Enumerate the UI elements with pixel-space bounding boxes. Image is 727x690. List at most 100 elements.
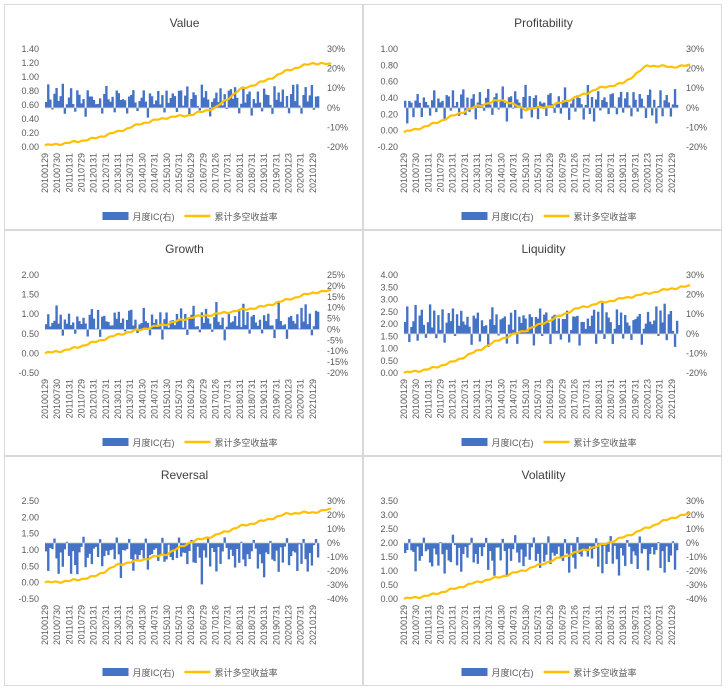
ic-bar [231,98,235,108]
ic-bar [518,102,521,108]
x-tick-label: 20200731 [655,153,665,193]
ic-bar [252,99,255,108]
chart-title: Value [170,16,200,30]
ic-bar [570,330,573,334]
cumulative-return-line [44,288,332,355]
x-tick-label: 20120131 [448,153,458,193]
ic-bar [258,319,262,330]
ic-bar [235,97,239,108]
x-tick-label: 20200123 [643,379,653,419]
x-tick-label: 20200731 [296,605,306,645]
ic-bar [86,90,89,108]
ic-bar [567,543,571,573]
ic-bar [657,105,660,108]
ic-bar [76,316,79,330]
ic-bar [580,321,583,334]
ic-bar [594,99,598,108]
ic-bar [675,320,679,334]
ic-bar [408,333,411,343]
ic-bar [192,92,195,108]
x-tick-label: 20150731 [174,605,184,645]
ic-bar [555,543,558,554]
ic-bar [159,104,162,108]
ic-bar [503,543,507,551]
x-tick-label: 20120131 [89,153,99,193]
ic-bar [609,94,612,108]
x-tick-label: 20190131 [618,605,628,645]
ic-bar [636,543,639,570]
chart-panel-profitability: Profitability -0.20 0.00 0.20 0.40 0.60 0.80 1.… [363,4,722,230]
left-axis-tick-label: 1.00 [21,309,39,319]
ic-bar [468,543,471,545]
x-tick-label: 20100730 [411,379,421,419]
ic-bar [619,91,623,108]
ic-bar [439,102,442,108]
ic-bar [119,322,123,330]
ic-bar [196,106,199,108]
ic-bar [88,96,91,108]
x-tick-label: 20190131 [259,605,269,645]
cumulative-return-line [403,63,691,134]
ic-bar [541,333,544,336]
ic-bar [283,106,287,108]
ic-bar [277,92,280,108]
ic-bar [437,98,440,108]
ic-bar [451,534,455,543]
x-tick-label: 20180131 [235,605,245,645]
legend-bar-label: 月度IC(右) [492,211,534,222]
ic-bar [115,90,118,108]
ic-bar [61,543,64,567]
ic-bar [482,107,486,111]
ic-bar [57,323,60,330]
right-axis-tick-label: 20% [327,281,345,291]
ic-bar [582,543,585,550]
ic-bar [424,102,428,108]
ic-bar [316,96,320,108]
ic-bar [638,536,641,543]
x-tick-label: 20140130 [137,379,147,419]
ic-bar [196,326,199,330]
ic-bar [306,543,309,572]
ic-bar [563,318,567,334]
ic-bar [76,90,79,108]
ic-bar [121,99,125,108]
ic-bar [441,309,444,334]
x-tick-label: 20190731 [271,605,281,645]
ic-bar [256,543,260,569]
ic-bar [624,98,627,108]
ic-bar [640,543,644,554]
ic-bar [646,543,650,571]
ic-bar [202,97,206,108]
ic-bar [543,543,546,562]
x-tick-label: 20150130 [162,379,172,419]
ic-bar [501,538,504,543]
x-tick-label: 20130131 [472,153,482,193]
ic-bar [148,93,152,108]
ic-bar [121,543,125,551]
ic-bar [260,543,264,564]
ic-bar [443,333,446,343]
x-tick-label: 20210129 [667,153,677,193]
x-tick-label: 20110729 [436,153,446,192]
ic-bar [474,543,477,554]
ic-bar [667,314,670,334]
ic-bar [538,543,542,568]
x-tick-label: 20130131 [472,605,482,645]
ic-bar [138,543,141,556]
ic-bar [292,320,295,330]
ic-bar [655,543,658,550]
ic-bar [215,302,218,330]
chart-panel-value: Value 0.00 0.20 0.40 0.60 0.80 1.00 1.20 1.40 30%… [4,4,363,230]
right-axis-tick-label: -20% [327,142,348,152]
legend-line-label: 累计多空收益率 [574,437,637,448]
ic-bar [551,543,554,553]
x-tick-label: 20150731 [533,153,543,193]
ic-bar [462,89,465,108]
ic-bar [472,543,475,563]
ic-bar [67,97,71,108]
ic-bar [646,95,650,108]
ic-bar [482,543,486,548]
ic-bar [667,102,670,108]
x-tick-label: 20100129 [399,379,409,419]
x-tick-label: 20150130 [521,153,531,193]
